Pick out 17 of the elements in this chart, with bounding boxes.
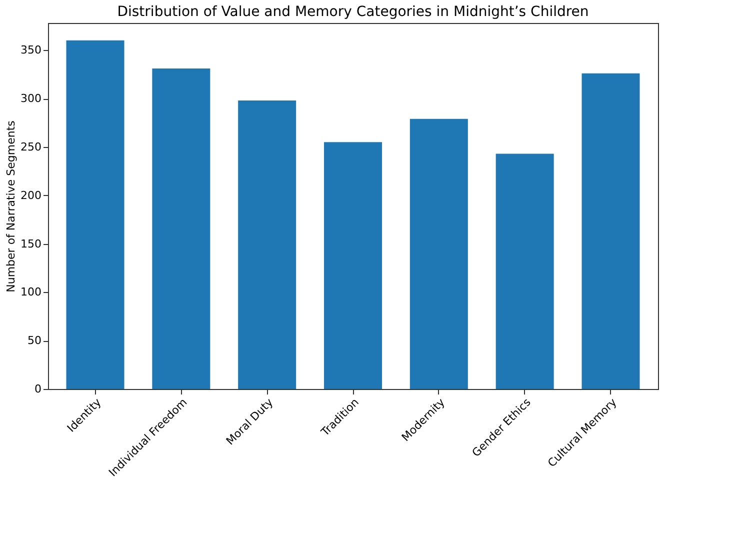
bar (496, 154, 554, 389)
y-axis-title: Number of Narrative Segments (4, 120, 18, 292)
y-tick-label: 0 (34, 382, 42, 396)
y-tick-label: 200 (20, 188, 42, 202)
bar (152, 68, 210, 389)
y-tick-label: 250 (20, 140, 42, 154)
y-tick-label: 100 (20, 286, 42, 299)
bar (66, 40, 124, 389)
y-tick-label: 350 (20, 44, 42, 57)
y-tick-label: 50 (28, 334, 42, 348)
bar (238, 100, 296, 389)
y-tick-label: 300 (20, 92, 42, 106)
chart-title: Distribution of Value and Memory Categories in Midnight’s Children (117, 4, 589, 20)
bar (324, 142, 382, 389)
bar (582, 73, 640, 389)
y-tick-label: 150 (20, 237, 42, 250)
bar (410, 118, 468, 389)
